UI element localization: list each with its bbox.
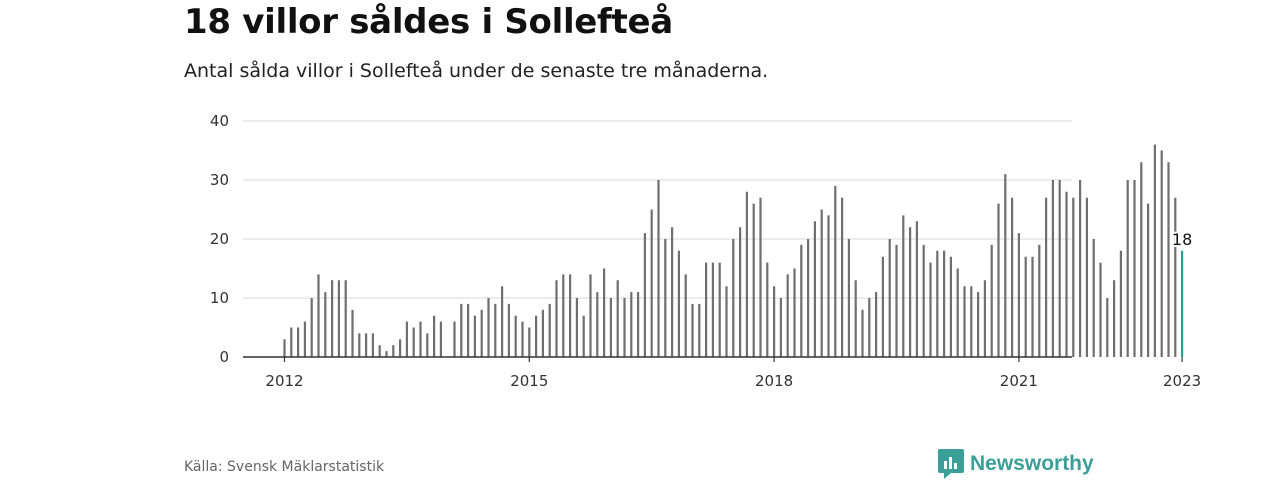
brand-name: Newsworthy [970, 452, 1094, 475]
brand-logo[interactable]: Newsworthy [938, 449, 1094, 479]
y-tick-label: 10 [210, 289, 229, 307]
newsworthy-logo-icon [938, 449, 964, 479]
data-labels: 18 [1170, 228, 1194, 251]
x-tick-label: 2021 [1000, 372, 1038, 390]
bar-chart: 0 10 20 30 40 2012 2015 2018 2021 2023 18 [210, 112, 1201, 390]
x-axis: 2012 2015 2018 2021 2023 [243, 356, 1201, 390]
x-tick-label: 2018 [755, 372, 793, 390]
x-tick-label: 2023 [1163, 372, 1201, 390]
y-tick-label: 30 [210, 171, 229, 189]
y-axis: 0 10 20 30 40 [210, 112, 229, 366]
source-note: Källa: Svensk Mäklarstatistik [184, 459, 385, 475]
x-tick-label: 2015 [510, 372, 548, 390]
highlight-value-label: 18 [1172, 230, 1192, 249]
y-tick-label: 20 [210, 230, 229, 248]
y-tick-label: 0 [219, 348, 229, 366]
x-tick-label: 2012 [265, 372, 303, 390]
y-tick-label: 40 [210, 112, 229, 130]
chart-subtitle: Antal sålda villor i Sollefteå under de … [184, 60, 769, 82]
chart-title: 18 villor såldes i Sollefteå [184, 2, 673, 42]
bars [283, 144, 1184, 357]
